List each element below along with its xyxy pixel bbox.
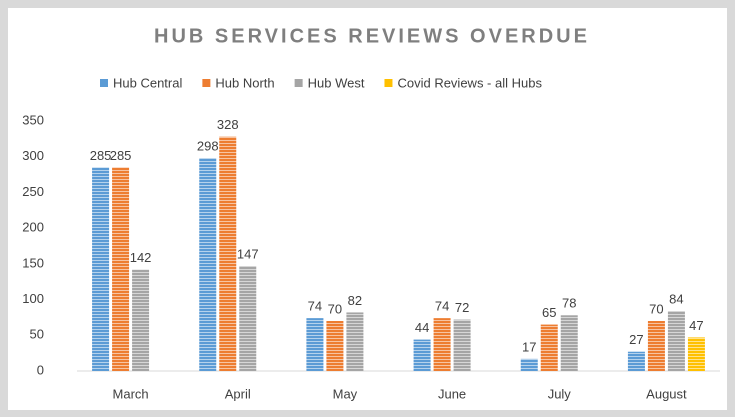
legend-swatch <box>100 79 108 87</box>
data-label: 44 <box>415 320 429 335</box>
x-tick-label: June <box>438 386 466 401</box>
bar <box>667 311 685 371</box>
y-tick-label: 100 <box>22 291 44 306</box>
legend-swatch <box>384 79 393 87</box>
bar <box>92 167 110 371</box>
bar <box>346 312 364 371</box>
bar <box>540 324 558 371</box>
bar <box>112 167 130 371</box>
bar <box>520 358 538 371</box>
legend-label: Hub Central <box>113 75 182 90</box>
data-label: 47 <box>689 318 703 333</box>
legend-label: Hub West <box>308 75 365 90</box>
data-label: 298 <box>197 139 219 154</box>
legend-swatch <box>294 79 303 87</box>
data-label: 70 <box>649 301 663 316</box>
y-tick-label: 0 <box>37 362 44 377</box>
data-label: 285 <box>90 148 112 163</box>
bar <box>239 266 257 371</box>
bar <box>219 136 237 371</box>
bar <box>199 158 217 371</box>
legend-label: Hub North <box>215 75 274 90</box>
data-label: 142 <box>130 250 152 265</box>
bar <box>687 337 705 371</box>
x-tick-label: July <box>548 386 572 401</box>
data-label: 78 <box>562 296 576 311</box>
x-tick-label: August <box>646 386 687 401</box>
bar <box>306 318 324 371</box>
bar <box>453 319 471 371</box>
bar <box>560 315 578 371</box>
x-tick-label: May <box>333 386 358 401</box>
bar <box>433 318 451 371</box>
data-label: 285 <box>110 148 132 163</box>
data-label: 82 <box>348 293 362 308</box>
data-label: 74 <box>308 299 322 314</box>
data-label: 72 <box>455 300 469 315</box>
data-label: 147 <box>237 246 259 261</box>
bar <box>413 339 431 371</box>
legend-swatch <box>202 79 211 87</box>
y-tick-label: 200 <box>22 220 44 235</box>
data-label: 328 <box>217 117 239 132</box>
y-tick-label: 250 <box>22 184 44 199</box>
chart-title: HUB SERVICES REVIEWS OVERDUE <box>154 25 590 47</box>
y-tick-label: 150 <box>22 255 44 270</box>
data-label: 70 <box>328 301 342 316</box>
y-tick-label: 50 <box>30 327 44 342</box>
x-tick-label: March <box>113 386 149 401</box>
bar <box>132 269 150 371</box>
data-label: 27 <box>629 332 643 347</box>
y-tick-label: 300 <box>22 148 44 163</box>
bar <box>627 351 645 371</box>
x-tick-label: April <box>225 386 251 401</box>
data-label: 65 <box>542 305 556 320</box>
legend-label: Covid Reviews - all Hubs <box>397 75 542 90</box>
bar <box>326 321 344 371</box>
data-label: 84 <box>669 291 683 306</box>
y-tick-label: 350 <box>22 112 44 127</box>
bar <box>647 321 665 371</box>
data-label: 17 <box>522 339 536 354</box>
data-label: 74 <box>435 299 449 314</box>
